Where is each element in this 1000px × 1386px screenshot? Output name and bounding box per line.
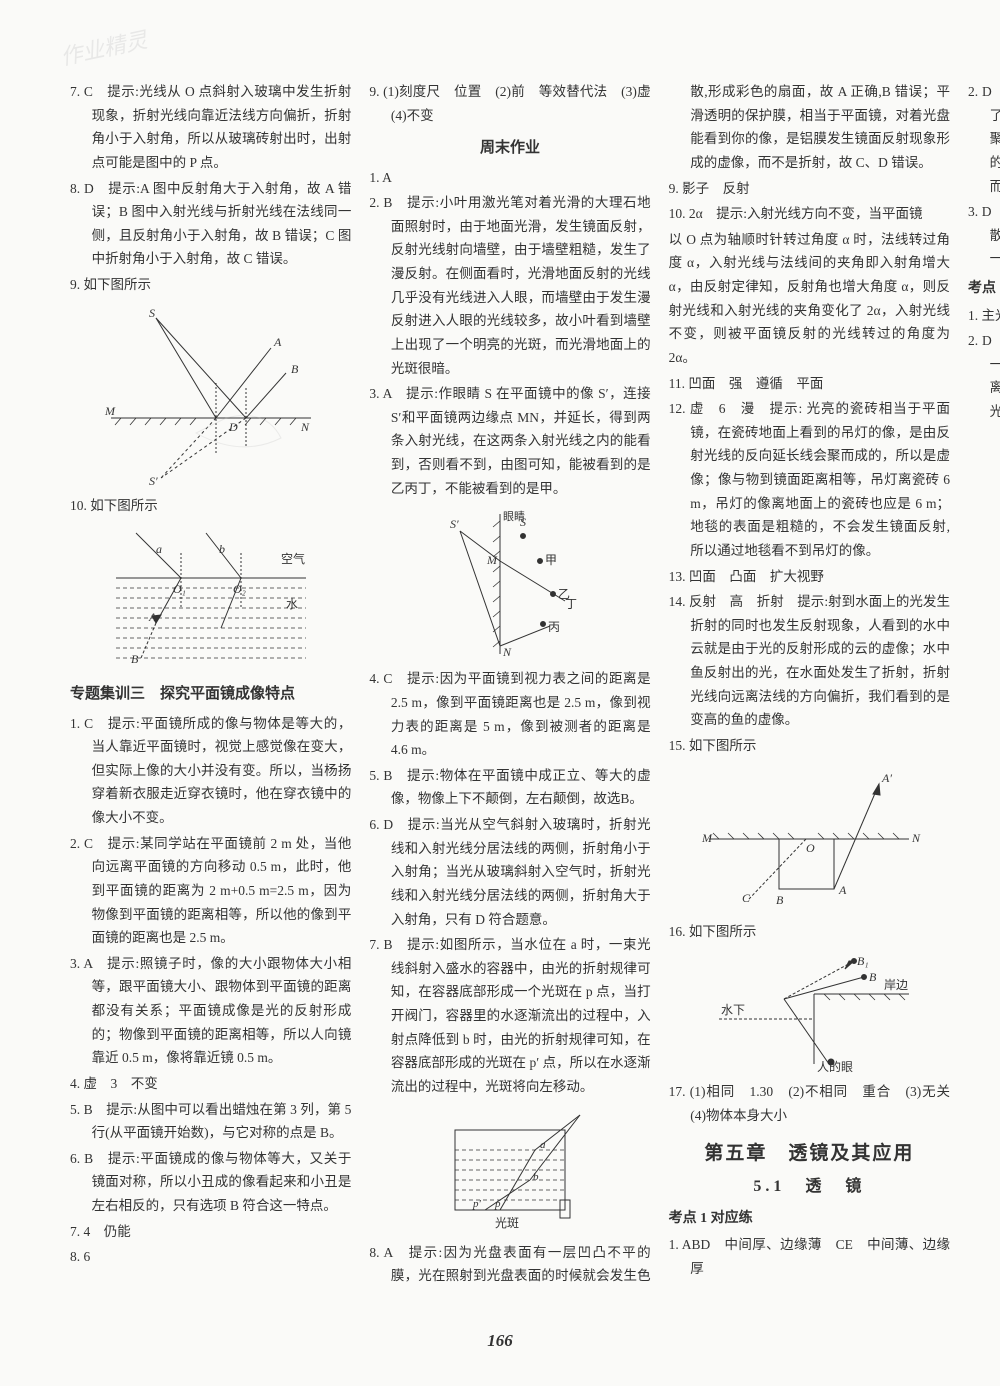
svg-text:N: N: [502, 645, 512, 659]
answer-item: 4. 虚 3 不变: [70, 1072, 351, 1096]
svg-text:水: 水: [286, 597, 298, 611]
svg-text:丙: 丙: [548, 620, 560, 634]
svg-text:S: S: [149, 306, 155, 320]
answer-item: 3. D 提示:凹透镜对光线有发散作用，这个"发散"是指和入射光线相比偏离主光轴…: [968, 200, 1000, 271]
svg-text:眼睛: 眼睛: [503, 510, 525, 523]
svg-text:O₂: O₂: [233, 582, 246, 596]
content-columns: 7. C 提示:光线从 O 点斜射入玻璃中发生折射现象，折射光线向靠近法线方向偏…: [70, 80, 950, 1300]
answer-item: 8. 6: [70, 1245, 351, 1269]
answer-item: 9. (1)刻度尺 位置 (2)前 等效替代法 (3)虚 (4)不变: [369, 80, 650, 127]
subsection-heading: 考点 2 对应练: [968, 277, 1000, 302]
svg-text:空气: 空气: [281, 551, 305, 566]
answer-item: 7. 4 仍能: [70, 1220, 351, 1244]
svg-text:光斑: 光斑: [495, 1216, 519, 1230]
answer-item: 7. B 提示:如图所示，当水位在 a 时，一束光线斜射入盛水的容器中，由光的折…: [369, 933, 650, 1098]
figure-10: a b 空气 O₁ O₂ 水 A B: [70, 523, 351, 673]
answer-item: 4. C 提示:因为平面镜到视力表之间的距离是 2.5 m，像到平面镜距离也是 …: [369, 667, 650, 762]
svg-text:p′: p′: [472, 1198, 482, 1210]
svg-text:D: D: [228, 420, 238, 434]
answer-item: 6. B 提示:平面镜成的像与物体等大，又关于镜面对称，所以小丑成的像看起来和小…: [70, 1147, 351, 1218]
svg-text:B: B: [776, 893, 784, 907]
svg-text:b: b: [533, 1171, 539, 1183]
answer-item: 5. B 提示:从图中可以看出蜡烛在第 3 列，第 5 行(从平面镜开始数)，与…: [70, 1098, 351, 1145]
answer-item: 8. D 提示:A 图中反射角大于入射角，故 A 错误；B 图中入射光线与折射光…: [70, 177, 351, 272]
answer-item: 10. 如下图所示: [70, 494, 351, 518]
answer-item: 10. 2α 提示:入射光线方向不变，当平面镜: [669, 202, 950, 226]
svg-text:a: a: [540, 1139, 546, 1151]
svg-text:A: A: [148, 610, 157, 624]
svg-text:甲: 甲: [545, 553, 557, 567]
answer-item: 2. D 提示:拿一个凸透镜正对着太阳光，再把一张纸放在它的另一侧，改变透镜与纸…: [968, 329, 1000, 424]
section-heading: 周末作业: [369, 135, 650, 161]
figure-col2-7: a b p p′ 光斑: [369, 1105, 650, 1235]
figure-col2-3: S′ S 眼睛 M 甲 乙 丁 丙 N: [369, 506, 650, 661]
svg-text:B₁: B₁: [857, 954, 869, 968]
subsection-heading: 考点 1 对应练: [669, 1207, 950, 1232]
svg-text:B: B: [291, 362, 299, 376]
answer-continuation: 以 O 点为轴顺时针转过角度 α 时，法线转过角度 α，入射光线与法线间的夹角即…: [669, 228, 950, 370]
answer-item: 16. 如下图所示: [669, 920, 950, 944]
answer-item: 15. 如下图所示: [669, 734, 950, 758]
answer-item: 3. A 提示:作眼睛 S 在平面镜中的像 S′，连接 S′和平面镜两边缘点 M…: [369, 382, 650, 500]
svg-text:B: B: [869, 970, 877, 984]
figure-col3-15: M N O A′ A B C: [669, 764, 950, 914]
answer-item: 11. 凹面 强 遵循 平面: [669, 372, 950, 396]
svg-text:N: N: [300, 420, 310, 434]
watermark: 作业精灵: [57, 21, 151, 77]
answer-item: 2. B 提示:小叶用激光笔对着光滑的大理石地面照射时，由于地面光滑，发生镜面反…: [369, 191, 650, 380]
chapter-heading: 第五章 透镜及其应用: [669, 1137, 950, 1170]
svg-text:A: A: [273, 335, 282, 349]
section-heading: 专题集训三 探究平面镜成像特点: [70, 681, 351, 707]
svg-text:M: M: [104, 404, 116, 418]
answer-item: 2. D 提示:由题意可知，光线通过该元件发生了折射，故应为透镜；没有光学元件光…: [968, 80, 1000, 198]
answer-item: 6. D 提示:当光从空气斜射入玻璃时，折射光线和入射光线分居法线的两侧，折射角…: [369, 813, 650, 931]
answer-item: 7. C 提示:光线从 O 点斜射入玻璃中发生折射现象，折射光线向靠近法线方向偏…: [70, 80, 351, 175]
svg-text:B: B: [131, 652, 139, 666]
svg-text:M: M: [486, 553, 498, 567]
answer-item: 1. A: [369, 166, 650, 190]
answer-item: 17. (1)相同 1.30 (2)不相同 重合 (3)无关 (4)物体本身大小: [669, 1080, 950, 1127]
svg-text:C: C: [742, 891, 751, 905]
svg-text:水下: 水下: [721, 1003, 745, 1017]
svg-text:O₁: O₁: [173, 582, 186, 596]
answer-item: 13. 凹面 凸面 扩大视野: [669, 565, 950, 589]
svg-text:O: O: [806, 841, 815, 855]
section-heading: 5.1 透 镜: [669, 1173, 950, 1201]
svg-text:S′: S′: [149, 474, 158, 488]
svg-text:S′: S′: [450, 517, 459, 531]
svg-text:人的眼: 人的眼: [817, 1059, 853, 1074]
answer-item: 1. ABD 中间厚、边缘薄 CE 中间薄、边缘厚: [669, 1233, 950, 1280]
answer-item: 9. 如下图所示: [70, 273, 351, 297]
figure-9: S A B M D N S′: [70, 303, 351, 488]
figure-col3-16: B₁ B 岸边 水下 人的眼: [669, 949, 950, 1074]
answer-item: 14. 反射 高 折射 提示:射到水面上的光发生折射的同时也发生反射现象，人看到…: [669, 590, 950, 732]
svg-text:b: b: [219, 542, 225, 556]
svg-text:M: M: [701, 831, 713, 845]
answer-item: 12. 虚 6 漫 提示: 光亮的瓷砖相当于平面镜，在瓷砖地面上看到的吊灯的像，…: [669, 397, 950, 562]
answer-item: 1. 主光轴 主轴 焦点 F 焦距 f: [968, 304, 1000, 328]
svg-text:丁: 丁: [565, 597, 577, 611]
svg-text:A′: A′: [881, 771, 892, 785]
svg-text:岸边: 岸边: [884, 978, 908, 992]
svg-text:A: A: [838, 883, 847, 897]
answer-item: 3. A 提示:照镜子时，像的大小跟物体大小相等，跟平面镜大小、跟物体到平面镜的…: [70, 952, 351, 1070]
answer-item: 9. 影子 反射: [669, 177, 950, 201]
answer-item: 2. C 提示:某同学站在平面镜前 2 m 处，当他向远离平面镜的方向移动 0.…: [70, 832, 351, 950]
svg-text:p: p: [494, 1198, 501, 1210]
answer-item: 5. B 提示:物体在平面镜中成正立、等大的虚像，物像上下不颠倒，左右颠倒，故选…: [369, 764, 650, 811]
page-number: 166: [0, 1326, 1000, 1356]
svg-text:a: a: [156, 542, 162, 556]
answer-item: 1. C 提示:平面镜所成的像与物体是等大的，当人靠近平面镜时，视觉上感觉像在变…: [70, 712, 351, 830]
svg-text:N: N: [911, 831, 921, 845]
